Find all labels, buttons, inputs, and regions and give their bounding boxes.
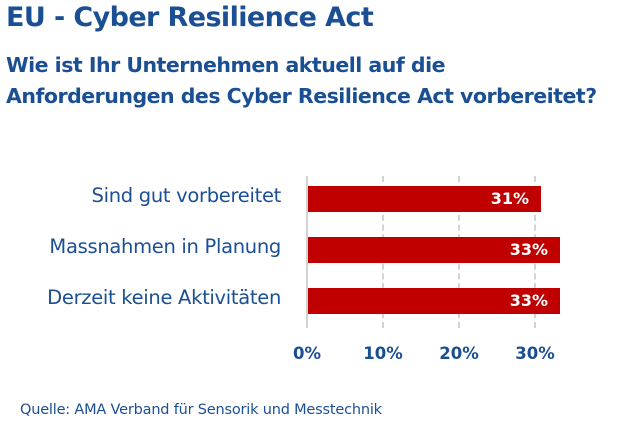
bar-value-label: 33% (509, 240, 548, 259)
subtitle-line-1: Wie ist Ihr Unternehmen aktuell auf die (6, 53, 445, 77)
bar: 31% (308, 186, 541, 212)
bar-value-label: 31% (490, 189, 529, 208)
subtitle-line-2: Anforderungen des Cyber Resilience Act v… (6, 84, 597, 108)
chart-title: EU - Cyber Resilience Act (6, 2, 374, 33)
gridline-0 (306, 176, 308, 328)
category-label: Derzeit keine Aktivitäten (47, 286, 281, 309)
category-label: Sind gut vorbereitet (91, 184, 282, 207)
source-note: Quelle: AMA Verband für Sensorik und Mes… (20, 402, 382, 418)
x-tick-label: 0% (292, 344, 322, 363)
category-label: Massnahmen in Planung (49, 235, 281, 258)
chart-subtitle: Wie ist Ihr Unternehmen aktuell auf die … (6, 50, 597, 112)
x-tick-label: 10% (363, 344, 403, 363)
bar-value-label: 33% (509, 291, 548, 310)
x-tick-label: 20% (439, 344, 479, 363)
x-tick-label: 30% (515, 344, 555, 363)
bar: 33% (308, 288, 560, 314)
bar: 33% (308, 237, 560, 263)
